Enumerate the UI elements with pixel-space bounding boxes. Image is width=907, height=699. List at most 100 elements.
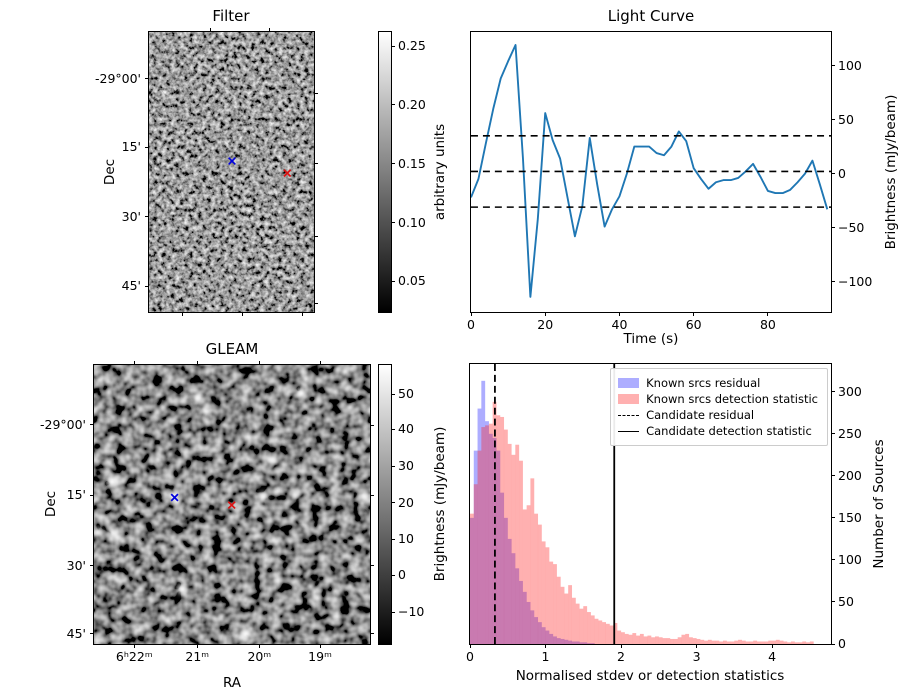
legend-line-swatch xyxy=(618,414,640,416)
tick-label: 0 xyxy=(466,649,474,664)
tick-mark xyxy=(319,361,321,365)
tick-mark xyxy=(391,538,395,540)
tick-label: 60 xyxy=(685,317,702,332)
tick-mark xyxy=(90,494,94,496)
tick-mark xyxy=(391,45,395,47)
light-curve-x-axis-label: Time (s) xyxy=(623,331,679,347)
tick-mark xyxy=(391,163,395,165)
radio-source-blob xyxy=(268,456,277,465)
tick-mark xyxy=(767,312,769,316)
tick-mark xyxy=(831,281,835,283)
filter-colorbar-label: arbitrary units xyxy=(432,123,448,221)
light-curve-plot xyxy=(471,44,831,298)
tick-label: 3 xyxy=(692,649,701,664)
tick-label: 20 xyxy=(537,317,554,332)
tick-label: 0.10 xyxy=(398,214,426,230)
tick-mark xyxy=(544,312,546,316)
legend-item: Candidate detection statistic xyxy=(618,424,818,438)
gleam-x-axis-label: RA xyxy=(222,675,242,691)
tick-mark xyxy=(831,227,835,229)
tick-label: −100 xyxy=(838,273,873,289)
tick-mark xyxy=(391,222,395,224)
legend: Known srcs residual Known srcs detection … xyxy=(610,368,828,446)
radio-source-blob xyxy=(240,628,252,640)
light-curve-line xyxy=(471,44,829,298)
tick-mark xyxy=(90,633,94,635)
histogram-y-axis-label: Number of Sources xyxy=(871,439,887,569)
tick-label: 40 xyxy=(398,421,414,437)
legend-item: Known srcs residual xyxy=(618,376,818,390)
tick-mark xyxy=(209,28,211,32)
tick-mark xyxy=(831,119,835,121)
radio-source-blob xyxy=(170,491,180,501)
tick-label: 19ᵐ xyxy=(308,649,332,664)
tick-mark xyxy=(145,78,149,80)
tick-mark xyxy=(145,146,149,148)
histogram-panel: Known srcs residual Known srcs detection … xyxy=(466,363,862,663)
tick-mark xyxy=(696,644,698,648)
tick-mark xyxy=(771,644,773,648)
tick-mark xyxy=(370,494,374,496)
histogram-x-axis-label: Normalised stdev or detection statistics xyxy=(515,668,785,684)
tick-mark xyxy=(831,517,835,519)
light-curve-y-axis-label: Brightness (mJy/beam) xyxy=(883,94,899,250)
tick-mark xyxy=(391,611,395,613)
tick-mark xyxy=(182,312,184,316)
tick-label: 6ʰ22ᵐ xyxy=(115,649,153,664)
tick-label: −10 xyxy=(398,604,425,620)
tick-mark xyxy=(391,502,395,504)
radio-source-blob xyxy=(290,491,298,499)
tick-mark xyxy=(314,302,318,304)
tick-mark xyxy=(196,361,198,365)
gleam-colorbar: 50 40 30 20 10 0 −10 xyxy=(378,364,424,645)
legend-label: Known srcs residual xyxy=(646,376,761,390)
detection-stat-histogram-bars xyxy=(470,401,814,644)
tick-mark xyxy=(269,28,271,32)
legend-patch-swatch xyxy=(618,378,640,388)
tick-mark xyxy=(831,601,835,603)
tick-mark xyxy=(145,285,149,287)
radio-source-blob xyxy=(193,393,203,403)
tick-mark xyxy=(314,162,318,164)
tick-label: 50 xyxy=(838,593,854,609)
legend-label: Candidate detection statistic xyxy=(646,424,812,438)
tick-mark xyxy=(90,565,94,567)
tick-mark xyxy=(831,433,835,435)
tick-label: 15' xyxy=(66,486,86,502)
tick-mark xyxy=(391,428,395,430)
tick-mark xyxy=(196,644,198,648)
tick-mark xyxy=(258,644,260,648)
light-curve-title: Light Curve xyxy=(607,7,695,25)
tick-label: 0 xyxy=(838,165,846,181)
tick-mark xyxy=(314,93,318,95)
tick-label: -29°00' xyxy=(39,416,86,432)
tick-mark xyxy=(545,644,547,648)
filter-image-panel: -29°00' 15' 30' 45' xyxy=(95,28,318,316)
tick-label: 300 xyxy=(838,383,862,399)
tick-label: 30' xyxy=(121,208,141,224)
tick-label: 40 xyxy=(611,317,628,332)
tick-label: 1 xyxy=(541,649,550,664)
tick-mark xyxy=(370,565,374,567)
tick-mark xyxy=(314,236,318,238)
tick-mark xyxy=(133,644,135,648)
tick-mark xyxy=(319,644,321,648)
tick-label: 0 xyxy=(398,567,406,583)
tick-mark xyxy=(370,633,374,635)
tick-mark xyxy=(831,65,835,66)
candidate-marker-red-x xyxy=(283,169,292,178)
tick-label: 100 xyxy=(838,57,862,73)
tick-label: 0 xyxy=(838,635,846,651)
tick-label: 45' xyxy=(66,625,86,641)
tick-label: 2 xyxy=(617,649,626,664)
candidate-marker-blue-x xyxy=(228,157,236,166)
filter-colorbar: 0.25 0.20 0.15 0.10 0.05 xyxy=(378,31,426,313)
light-curve-panel: 0 20 40 60 80 100 50 0 −50 −100 xyxy=(467,31,872,331)
tick-label: 20 xyxy=(398,494,414,510)
candidate-marker-blue-x xyxy=(170,493,179,502)
radio-source-blob xyxy=(296,388,307,399)
tick-label: 100 xyxy=(838,551,862,567)
tick-mark xyxy=(470,312,472,316)
tick-label: 150 xyxy=(838,509,862,525)
